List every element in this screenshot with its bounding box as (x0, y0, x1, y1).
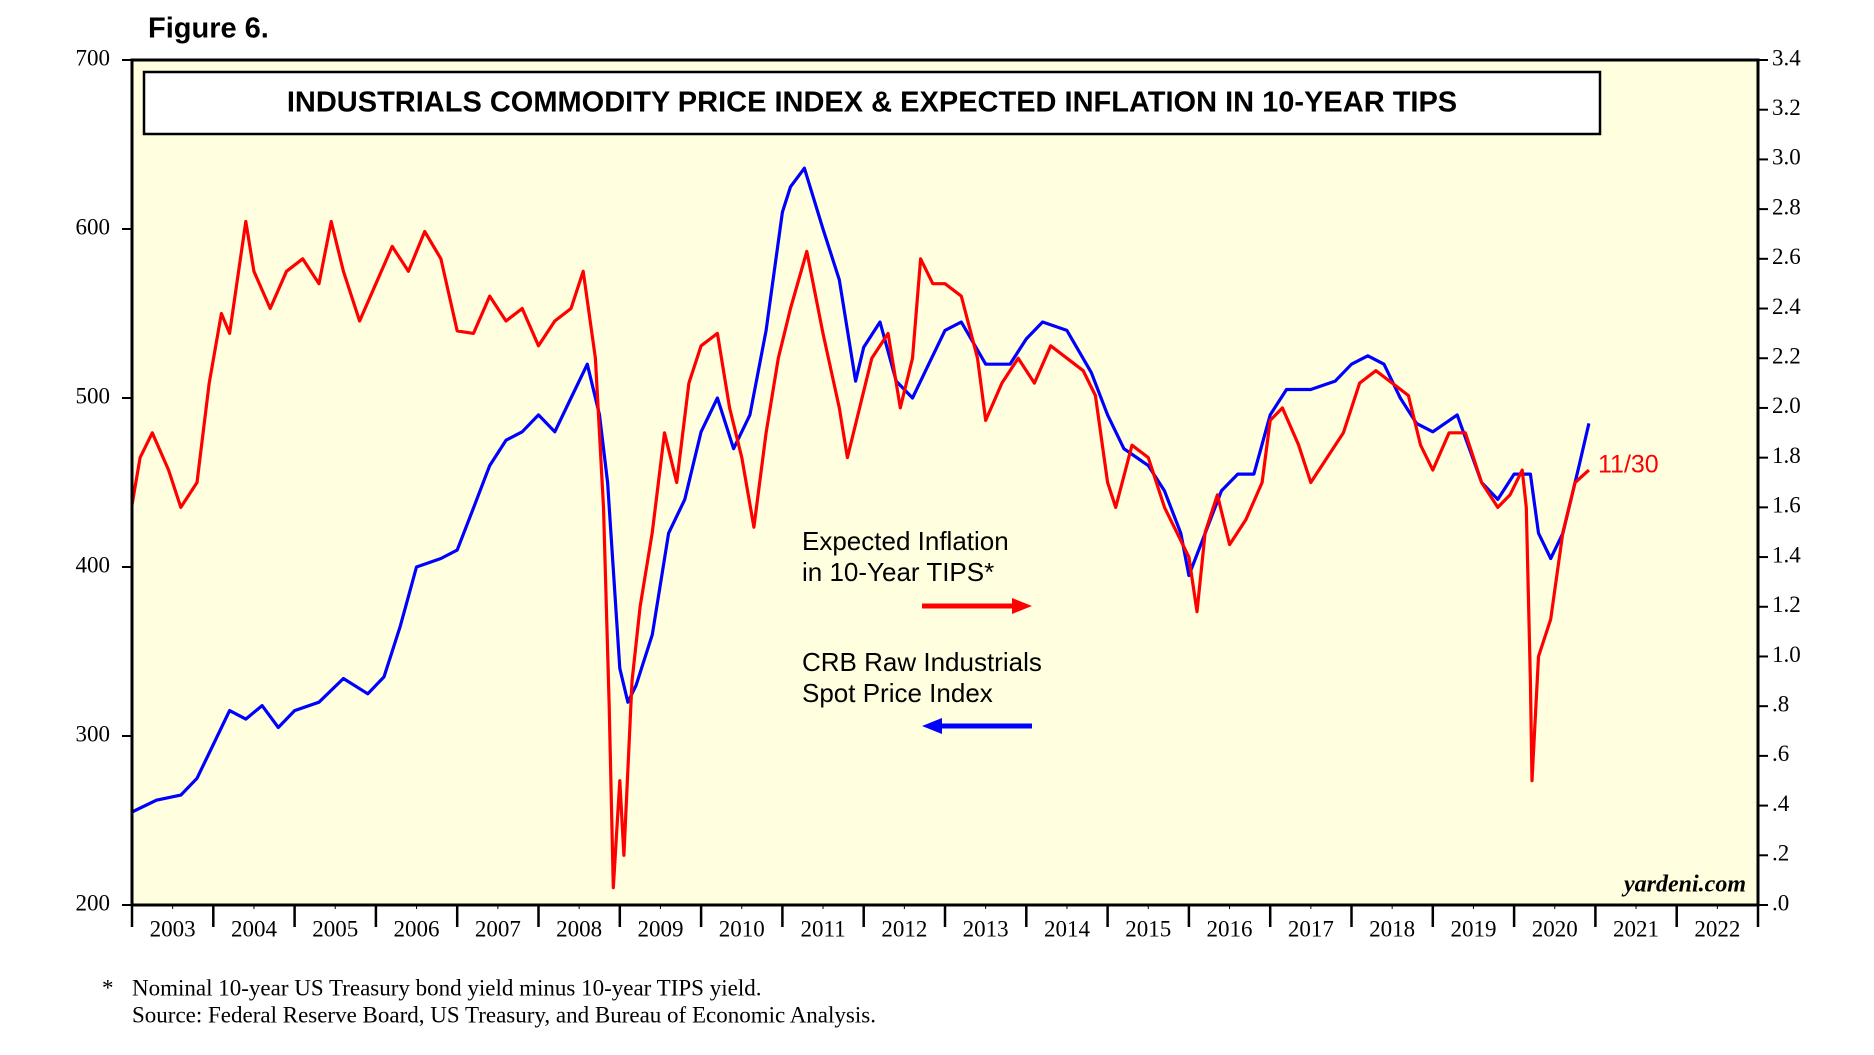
x-tick-label: 2022 (1694, 916, 1740, 941)
y-tick-label: 400 (76, 552, 111, 577)
y2-tick-label: 2.8 (1772, 194, 1801, 219)
x-tick-label: 2007 (475, 916, 521, 941)
x-tick-label: 2011 (800, 916, 845, 941)
y-tick-label: 600 (76, 214, 111, 239)
y2-tick-label: 1.4 (1772, 542, 1801, 567)
y2-tick-label: 1.8 (1772, 443, 1801, 468)
y2-tick-label: 2.0 (1772, 393, 1801, 418)
y-tick-label: 300 (76, 721, 111, 746)
plot-frame (130, 58, 1760, 907)
y2-tick-label: .8 (1772, 691, 1789, 716)
y-tick-label: 700 (76, 45, 111, 70)
x-tick-label: 2012 (881, 916, 927, 941)
x-tick-label: 2003 (150, 916, 196, 941)
plot-background (132, 60, 1758, 905)
x-tick-label: 2006 (394, 916, 440, 941)
x-tick-label: 2014 (1044, 916, 1091, 941)
y2-tick-label: 2.6 (1772, 244, 1801, 269)
footnote: Source: Federal Reserve Board, US Treasu… (132, 1002, 876, 1027)
legend-label: Spot Price Index (802, 678, 993, 708)
x-tick-label: 2005 (312, 916, 358, 941)
y2-tick-label: 2.2 (1772, 344, 1801, 369)
y2-tick-label: .6 (1772, 741, 1789, 766)
chart-title: INDUSTRIALS COMMODITY PRICE INDEX & EXPE… (287, 87, 1457, 119)
end-annotation: 11/30 (1598, 451, 1659, 479)
footnote-marker: * (102, 975, 114, 1000)
y2-tick-label: 1.2 (1772, 592, 1801, 617)
series-line (131, 166, 1591, 814)
legend-label: CRB Raw Industrials (802, 647, 1042, 677)
figure-label: Figure 6. (148, 13, 269, 45)
y2-tick-label: 1.0 (1772, 642, 1801, 667)
legend-label: Expected Inflation (802, 526, 1009, 556)
y2-tick-label: .4 (1772, 791, 1790, 816)
x-tick-label: 2004 (231, 916, 278, 941)
x-tick-label: 2016 (1207, 916, 1253, 941)
x-tick-label: 2008 (556, 916, 602, 941)
x-tick-label: 2010 (719, 916, 765, 941)
y2-tick-label: 1.6 (1772, 493, 1801, 518)
y2-tick-label: .0 (1772, 890, 1789, 915)
x-tick-label: 2017 (1288, 916, 1334, 941)
y-tick-label: 500 (76, 383, 111, 408)
footnote: Nominal 10-year US Treasury bond yield m… (132, 975, 761, 1000)
source-brand: yardeni.com (1621, 872, 1746, 898)
legend-label: in 10-Year TIPS* (802, 557, 994, 587)
title-box (142, 70, 1602, 136)
y2-tick-label: 2.4 (1772, 294, 1801, 319)
x-tick-label: 2021 (1613, 916, 1659, 941)
y-tick-label: 200 (76, 890, 111, 915)
y2-tick-label: 3.4 (1772, 45, 1801, 70)
y2-tick-label: 3.0 (1772, 145, 1801, 170)
legend-arrowhead (1012, 598, 1032, 614)
series-line (130, 219, 1590, 890)
legend-arrowhead (922, 718, 942, 734)
x-tick-label: 2015 (1125, 916, 1171, 941)
x-tick-label: 2009 (637, 916, 683, 941)
x-tick-label: 2018 (1369, 916, 1415, 941)
x-tick-label: 2020 (1532, 916, 1578, 941)
x-tick-label: 2019 (1450, 916, 1496, 941)
x-tick-label: 2013 (963, 916, 1009, 941)
y2-tick-label: .2 (1772, 841, 1789, 866)
y2-tick-label: 3.2 (1772, 95, 1801, 120)
